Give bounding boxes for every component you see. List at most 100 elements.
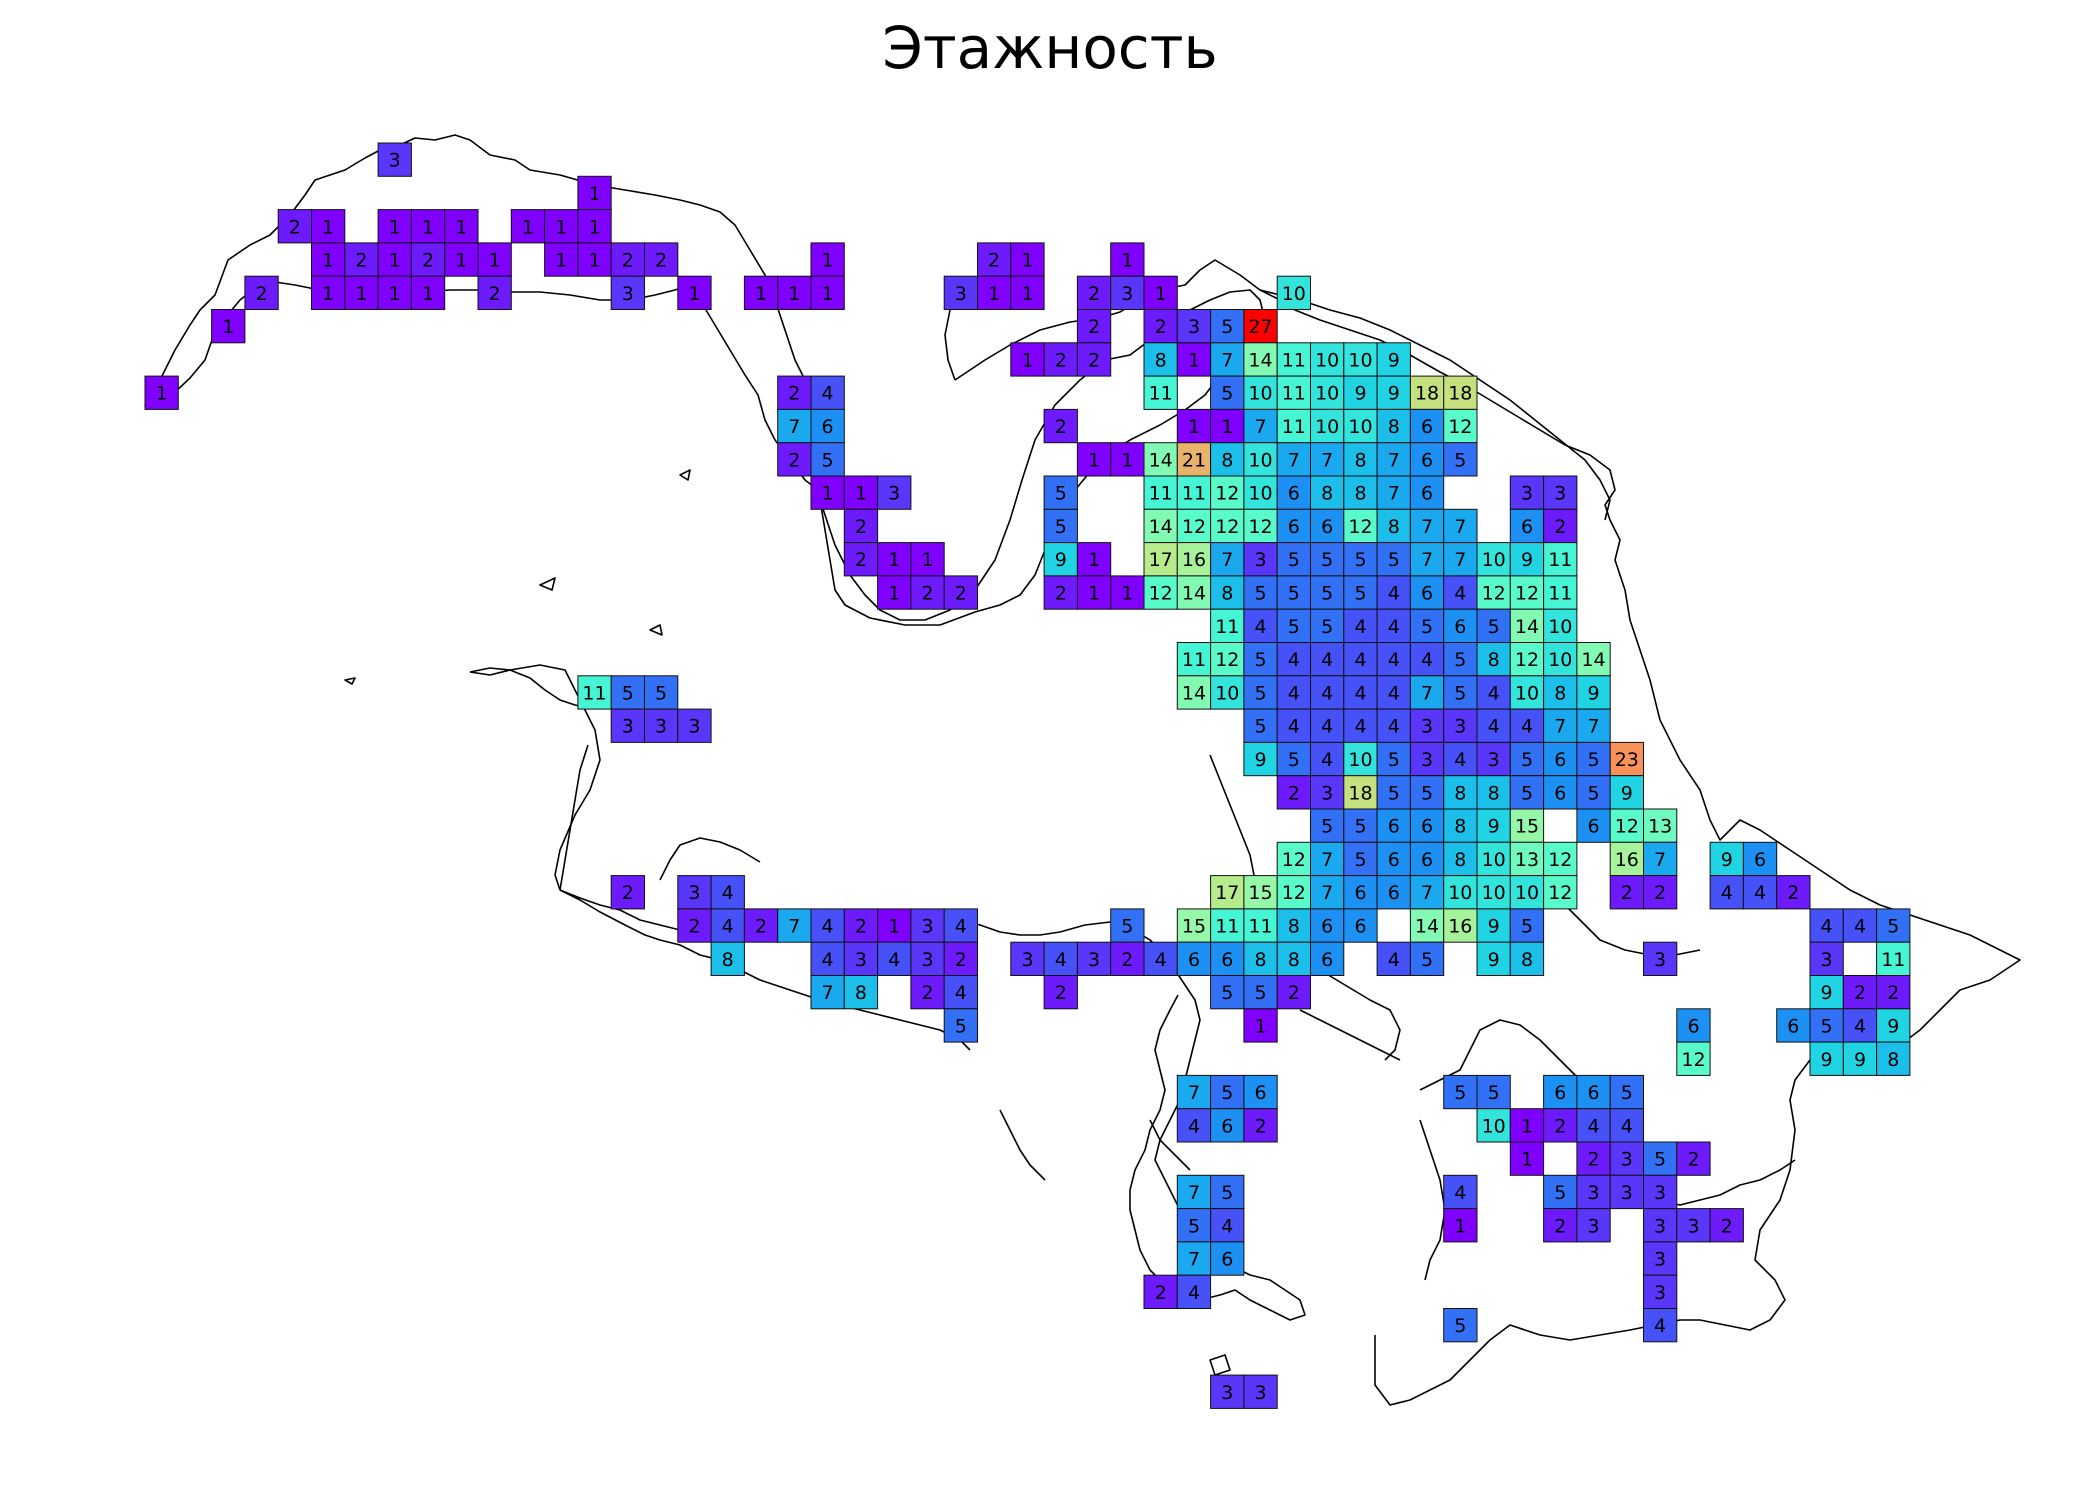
grid-cell-fill [311, 242, 346, 277]
grid-cell-value: 15 [1248, 882, 1272, 904]
grid-cell-value: 3 [1654, 1182, 1666, 1204]
grid-cell-value: 2 [788, 449, 800, 471]
grid-cell: 3 [377, 142, 412, 177]
grid-cell-fill [1243, 309, 1278, 344]
grid-cell-value: 10 [1348, 749, 1372, 771]
grid-cell: 1 [377, 242, 412, 277]
grid-cell: 4 [1310, 642, 1345, 677]
grid-cell-fill [244, 275, 279, 311]
grid-cell-value: 4 [1354, 649, 1366, 671]
grid-cell-value: 11 [1548, 549, 1572, 571]
grid-cell-fill [1609, 875, 1644, 910]
grid-cell-value: 5 [1454, 449, 1466, 471]
grid-cell-value: 10 [1482, 849, 1506, 871]
grid-cell: 9 [1243, 741, 1278, 777]
grid-cell-value: 3 [1587, 1182, 1599, 1204]
grid-cell-value: 8 [1887, 1049, 1899, 1071]
grid-cell-value: 23 [1615, 749, 1639, 771]
grid-cell-fill [1310, 741, 1345, 777]
grid-cell-fill [1576, 708, 1611, 743]
grid-cell-value: 7 [1654, 849, 1666, 871]
grid-cell-value: 5 [1388, 782, 1400, 804]
grid-cell-value: 9 [1488, 949, 1500, 971]
grid-cell: 1 [977, 275, 1012, 311]
grid-cell: 8 [1343, 442, 1378, 477]
map-title: Этажность [882, 14, 1218, 82]
grid-cell: 2 [1576, 1141, 1611, 1176]
grid-cell: 6 [1409, 408, 1445, 444]
grid-cell-fill [644, 242, 679, 277]
grid-cell-fill [1543, 508, 1578, 544]
grid-cell-value: 14 [1182, 583, 1206, 605]
grid-cell-value: 6 [1421, 416, 1433, 438]
grid-cell: 1 [843, 475, 879, 510]
grid-cell-value: 14 [1515, 616, 1539, 638]
grid-cell-value: 2 [1254, 1115, 1266, 1137]
grid-cell-fill [410, 275, 446, 311]
grid-cell: 8 [1376, 408, 1411, 444]
grid-cell: 3 [1509, 475, 1545, 510]
grid-cell: 4 [1842, 1008, 1878, 1043]
grid-cell: 15 [1176, 908, 1212, 943]
grid-cell-value: 4 [1321, 682, 1333, 704]
grid-cell: 6 [1676, 1008, 1711, 1043]
grid-cell-value: 4 [1854, 1016, 1866, 1038]
grid-cell: 1 [577, 242, 612, 277]
grid-cell-fill [1443, 1174, 1478, 1210]
grid-cell-value: 7 [1321, 449, 1333, 471]
grid-cell: 8 [1476, 775, 1511, 810]
grid-cell: 4 [1310, 741, 1345, 777]
grid-cell-value: 6 [1354, 882, 1366, 904]
grid-cell-fill [1376, 442, 1411, 477]
grid-cell-value: 7 [822, 982, 834, 1004]
grid-cell-fill [1276, 941, 1311, 977]
grid-cell-value: 1 [888, 583, 900, 605]
grid-cell: 1 [877, 575, 912, 610]
grid-cell-fill [1010, 342, 1045, 377]
grid-cell: 5 [1443, 642, 1478, 677]
grid-cell-value: 6 [1388, 849, 1400, 871]
grid-cell: 10 [1509, 675, 1545, 710]
grid-cell: 7 [1276, 442, 1311, 477]
grid-cell: 15 [1243, 875, 1278, 910]
grid-cell: 4 [943, 975, 979, 1010]
grid-cell: 2 [410, 242, 446, 277]
grid-cell-fill [1110, 275, 1145, 311]
grid-cell-value: 5 [1354, 816, 1366, 838]
grid-cell-value: 12 [1448, 416, 1472, 438]
grid-cell-fill [211, 309, 246, 344]
grid-cell: 2 [1276, 775, 1311, 810]
grid-cell: 7 [1543, 708, 1578, 743]
grid-cell-fill [1476, 1108, 1511, 1143]
grid-cell-value: 1 [1088, 449, 1100, 471]
grid-cell-fill [1476, 675, 1511, 710]
grid-cell: 11 [1210, 908, 1245, 943]
grid-cell-value: 2 [855, 549, 867, 571]
grid-cell-fill [444, 242, 479, 277]
grid-cell-value: 5 [1221, 982, 1233, 1004]
grid-cell-fill [910, 941, 945, 977]
grid-cell-value: 2 [1587, 1149, 1599, 1171]
grid-cell-value: 2 [1554, 516, 1566, 538]
grid-cell: 6 [1310, 908, 1345, 943]
grid-cell: 5 [1476, 608, 1511, 644]
grid-cell-value: 2 [289, 216, 301, 238]
grid-cell: 3 [1310, 775, 1345, 810]
grid-cell-value: 3 [1654, 1282, 1666, 1304]
grid-cell: 6 [1543, 1074, 1578, 1110]
grid-cell-fill [1143, 342, 1178, 377]
grid-cell: 10 [1310, 375, 1345, 410]
grid-cell-fill [1809, 1041, 1844, 1076]
grid-cell-value: 6 [1388, 816, 1400, 838]
grid-cell: 3 [1609, 1174, 1644, 1210]
grid-cell-fill [1076, 542, 1112, 577]
grid-cell-fill [977, 275, 1012, 311]
grid-cell-value: 9 [1354, 383, 1366, 405]
grid-cell: 1 [444, 242, 479, 277]
grid-cell-value: 2 [921, 583, 933, 605]
grid-cell: 4 [1376, 941, 1411, 977]
grid-cell-value: 2 [955, 583, 967, 605]
grid-cell-value: 6 [1554, 1082, 1566, 1104]
grid-cell-value: 5 [1254, 716, 1266, 738]
grid-cell: 5 [1243, 642, 1278, 677]
